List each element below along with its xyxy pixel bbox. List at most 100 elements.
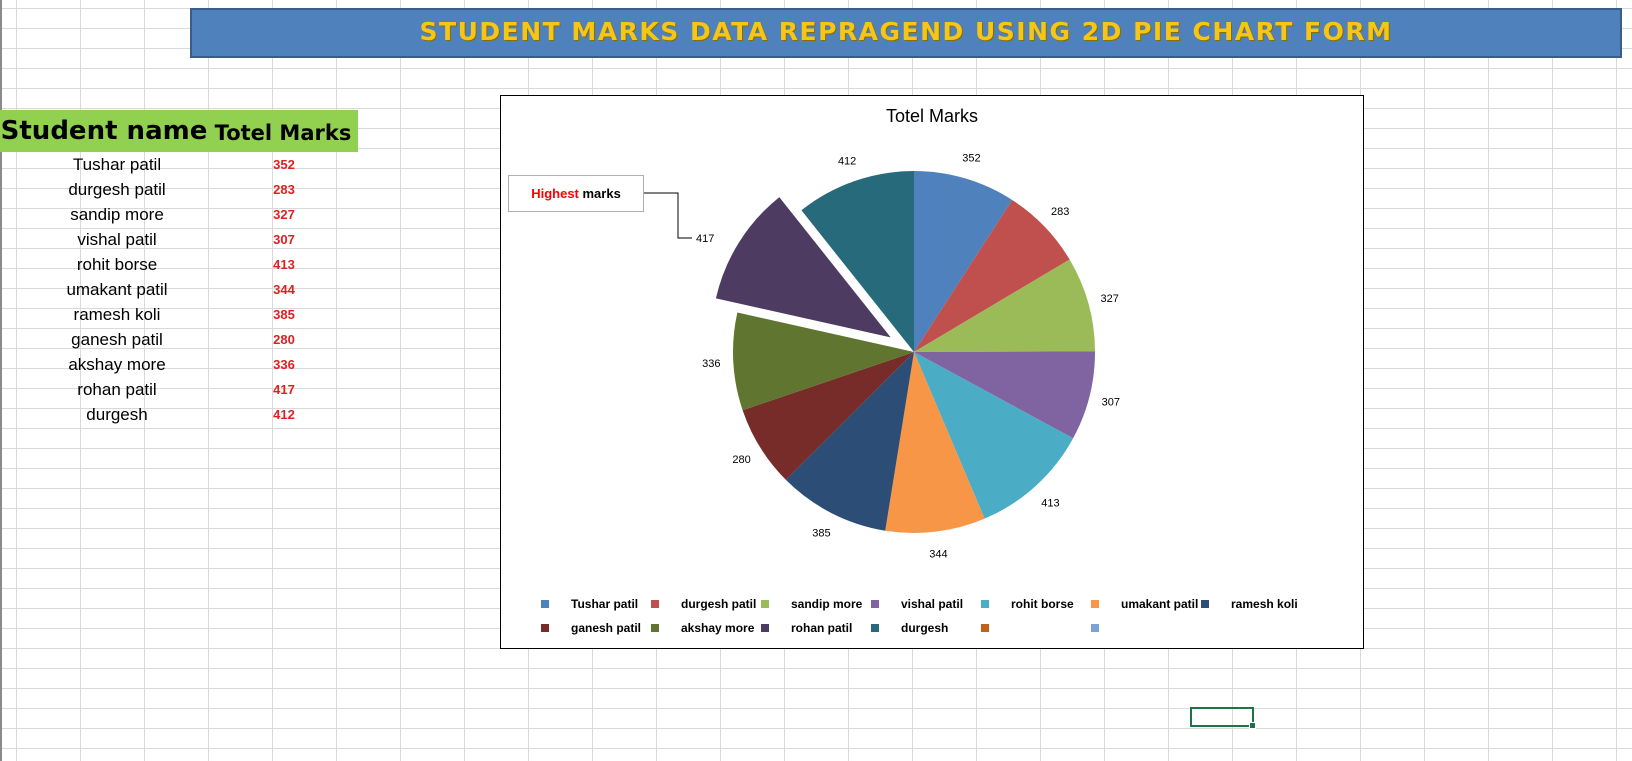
legend-label: sandip more <box>791 597 863 611</box>
pie-slice[interactable] <box>885 352 985 533</box>
legend-item[interactable]: vishal patil <box>871 597 981 611</box>
legend-label: rohan patil <box>791 621 853 635</box>
total-marks-cell[interactable]: 417 <box>273 382 295 397</box>
callout-leader-line <box>644 192 692 239</box>
fill-handle[interactable] <box>1249 722 1256 729</box>
student-name-cell[interactable]: umakant patil <box>66 279 168 299</box>
chart-legend: Tushar patil durgesh patil sandip more vish… <box>541 592 1341 640</box>
legend-row: ganesh patil akshay more rohan patil durges… <box>541 616 1341 640</box>
total-marks-cell[interactable]: 413 <box>273 257 295 272</box>
pie-slice[interactable] <box>914 351 1095 439</box>
legend-label: akshay more <box>681 621 755 635</box>
table-row: rohan patil 417 <box>0 377 358 402</box>
header-student-name[interactable]: Student name <box>0 116 208 146</box>
legend-item[interactable]: sandip more <box>761 597 871 611</box>
data-label: 413 <box>1041 497 1059 509</box>
legend-swatch <box>541 600 549 608</box>
legend-swatch <box>541 624 549 632</box>
legend-label: ganesh patil <box>571 621 642 635</box>
legend-item[interactable]: Tushar patil <box>541 597 651 611</box>
total-marks-cell[interactable]: 344 <box>273 282 295 297</box>
pie-slice[interactable] <box>714 195 894 339</box>
table-row: Tushar patil 352 <box>0 152 358 177</box>
legend-item[interactable]: umakant patil <box>1091 597 1201 611</box>
table-row: ramesh koli 385 <box>0 302 358 327</box>
data-label: 385 <box>812 528 830 540</box>
legend-swatch <box>871 600 879 608</box>
total-marks-cell[interactable]: 336 <box>273 357 295 372</box>
table-row: akshay more 336 <box>0 352 358 377</box>
total-marks-cell[interactable]: 283 <box>273 182 295 197</box>
chart-title: Totel Marks <box>885 106 979 126</box>
pie-chart-svg: 352 283 327 307 413 344 385 280 336 417 412 <box>644 152 1120 561</box>
data-label: 417 <box>696 233 714 245</box>
student-name-cell[interactable]: durgesh patil <box>68 179 166 199</box>
legend-item[interactable]: rohan patil <box>761 621 871 635</box>
student-name-cell[interactable]: sandip more <box>70 204 164 224</box>
pie-slice[interactable] <box>785 352 914 531</box>
legend-item[interactable]: akshay more <box>651 621 761 635</box>
legend-swatch <box>651 600 659 608</box>
marks-table: Student name Totel Marks Tushar patil 352… <box>0 110 358 427</box>
student-name-cell[interactable]: durgesh <box>86 404 148 424</box>
data-label: 336 <box>702 358 720 370</box>
sheet-banner-title: STUDENT MARKS DATA REPRAGEND USING 2D PI… <box>190 8 1622 58</box>
total-marks-cell[interactable]: 307 <box>273 232 295 247</box>
total-marks-cell[interactable]: 280 <box>273 332 295 347</box>
legend-item[interactable]: durgesh patil <box>651 597 761 611</box>
student-name-cell[interactable]: ramesh koli <box>73 304 161 324</box>
legend-label: Tushar patil <box>571 597 639 611</box>
legend-label: rohit borse <box>1011 597 1074 611</box>
pie-slice[interactable] <box>914 171 1013 352</box>
header-total-marks[interactable]: Totel Marks <box>214 121 352 145</box>
table-row: durgesh patil 283 <box>0 177 358 202</box>
highest-marks-callout: Highest marks <box>508 175 644 212</box>
legend-label: durgesh patil <box>681 597 757 611</box>
pie-slice[interactable] <box>742 352 914 480</box>
table-row: vishal patil 307 <box>0 227 358 252</box>
legend-item[interactable]: rohit borse <box>981 597 1091 611</box>
selected-cell[interactable] <box>1190 707 1256 729</box>
data-label: 344 <box>929 549 947 561</box>
total-marks-cell[interactable]: 327 <box>273 207 295 222</box>
legend-item[interactable] <box>1091 624 1201 632</box>
legend-label: vishal patil <box>901 597 964 611</box>
legend-swatch <box>1091 624 1099 632</box>
pie-chart[interactable]: Totel Marks 352 283 327 307 413 344 385 280 336 4… <box>500 95 1364 649</box>
student-name-cell[interactable]: Tushar patil <box>72 154 162 174</box>
table-row: umakant patil 344 <box>0 277 358 302</box>
legend-item[interactable]: ganesh patil <box>541 621 651 635</box>
table-header-row: Student name Totel Marks <box>0 110 358 152</box>
pie-slice[interactable] <box>914 199 1070 352</box>
data-label: 307 <box>1102 397 1120 409</box>
student-name-cell[interactable]: rohit borse <box>76 254 158 274</box>
legend-label: durgesh <box>901 621 949 635</box>
legend-label: umakant patil <box>1121 597 1199 611</box>
total-marks-cell[interactable]: 352 <box>273 157 295 172</box>
legend-item[interactable]: ramesh koli <box>1201 597 1311 611</box>
legend-swatch <box>761 624 769 632</box>
legend-swatch <box>1091 600 1099 608</box>
table-row: ganesh patil 280 <box>0 327 358 352</box>
student-name-cell[interactable]: vishal patil <box>77 229 157 249</box>
total-marks-cell[interactable]: 412 <box>273 407 295 422</box>
student-name-cell[interactable]: ganesh patil <box>71 329 163 349</box>
legend-row: Tushar patil durgesh patil sandip more vish… <box>541 592 1341 616</box>
legend-item[interactable]: durgesh <box>871 621 981 635</box>
legend-swatch <box>981 600 989 608</box>
legend-swatch <box>981 624 989 632</box>
callout-highlight: Highest <box>531 186 579 201</box>
student-name-cell[interactable]: akshay more <box>68 354 166 374</box>
student-name-cell[interactable]: rohan patil <box>77 379 157 399</box>
legend-swatch <box>871 624 879 632</box>
legend-swatch <box>761 600 769 608</box>
legend-item[interactable] <box>981 624 1091 632</box>
data-label: 280 <box>732 454 750 466</box>
data-label: 412 <box>838 155 856 167</box>
pie-slice[interactable] <box>914 352 1074 519</box>
legend-label: ramesh koli <box>1231 597 1298 611</box>
pie-slice[interactable] <box>801 171 914 352</box>
pie-slice[interactable] <box>914 259 1095 352</box>
total-marks-cell[interactable]: 385 <box>273 307 295 322</box>
pie-slice[interactable] <box>733 312 914 411</box>
